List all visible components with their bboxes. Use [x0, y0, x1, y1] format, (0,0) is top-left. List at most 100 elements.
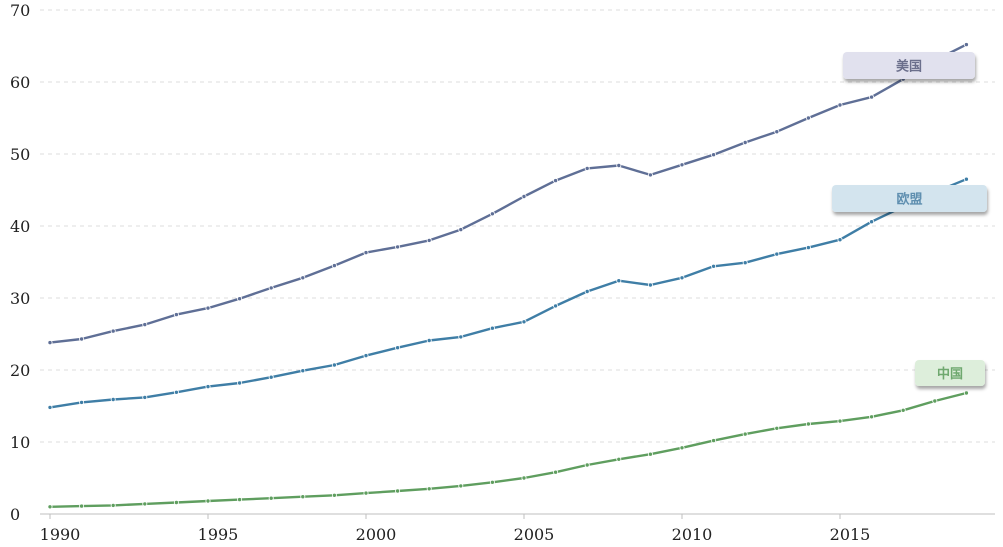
grid-lines [40, 9, 995, 443]
series-label-text: 中国 [937, 366, 963, 382]
data-point [205, 305, 211, 311]
data-point [173, 499, 179, 505]
x-tick-label: 2000 [356, 525, 397, 544]
data-point [553, 469, 559, 475]
data-point [426, 237, 432, 243]
data-point [142, 394, 148, 400]
series-label-box [915, 360, 985, 386]
data-point [647, 451, 653, 457]
x-tick-label: 1995 [198, 525, 239, 544]
data-point [837, 237, 843, 243]
data-point [805, 245, 811, 251]
data-point [711, 263, 717, 269]
data-point [142, 322, 148, 328]
data-point [742, 139, 748, 145]
series-line-0 [48, 43, 968, 344]
x-tick-label: 2015 [830, 525, 871, 544]
data-point [395, 244, 401, 250]
data-point [584, 462, 590, 468]
data-point [963, 390, 969, 396]
data-point [458, 334, 464, 340]
data-point [395, 345, 401, 351]
data-point [237, 296, 243, 302]
series-label-text: 美国 [896, 59, 922, 75]
data-point [173, 389, 179, 395]
data-point [331, 362, 337, 368]
y-tick-label: 60 [10, 73, 30, 92]
y-tick-label: 70 [10, 1, 30, 20]
data-point [679, 445, 685, 451]
data-point [553, 303, 559, 309]
data-point [805, 115, 811, 121]
data-point [142, 501, 148, 507]
series-label-box [832, 185, 987, 212]
data-point [774, 129, 780, 135]
y-tick-label: 30 [10, 289, 30, 308]
data-point [173, 312, 179, 318]
data-point [711, 438, 717, 444]
data-point [837, 102, 843, 108]
data-point [47, 340, 53, 346]
data-point [616, 278, 622, 284]
data-point [110, 396, 116, 402]
data-point [900, 407, 906, 413]
data-point [869, 219, 875, 225]
data-point [553, 178, 559, 184]
data-point [79, 503, 85, 509]
data-point [489, 211, 495, 217]
series-label-2: 中国 [915, 360, 985, 386]
data-point [963, 42, 969, 48]
data-point [521, 319, 527, 325]
data-point [426, 486, 432, 492]
data-point [331, 492, 337, 498]
data-point [237, 380, 243, 386]
data-point [363, 353, 369, 359]
data-point [395, 488, 401, 494]
y-tick-label: 10 [10, 433, 30, 452]
data-point [616, 162, 622, 168]
data-point [363, 490, 369, 496]
y-tick-label: 0 [10, 505, 20, 524]
x-tick-label: 2005 [514, 525, 555, 544]
data-point [869, 414, 875, 420]
data-point [458, 483, 464, 489]
data-point [489, 325, 495, 331]
data-point [205, 498, 211, 504]
data-point [805, 421, 811, 427]
data-point [268, 285, 274, 291]
y-tick-label: 50 [10, 145, 30, 164]
x-tick-label: 1990 [40, 525, 81, 544]
x-tick-label: 2010 [672, 525, 713, 544]
data-point [584, 165, 590, 171]
data-point [237, 497, 243, 503]
data-point [521, 193, 527, 199]
series-lines [47, 42, 969, 510]
y-tick-label: 20 [10, 361, 30, 380]
data-point [963, 176, 969, 182]
series-line-1 [48, 178, 968, 409]
series-line-2 [48, 391, 968, 508]
data-point [426, 337, 432, 343]
data-point [679, 162, 685, 168]
data-point [300, 494, 306, 500]
data-point [300, 368, 306, 374]
data-point [363, 250, 369, 256]
data-point [647, 172, 653, 178]
series-label-1: 欧盟 [832, 185, 987, 212]
series-label-box [843, 52, 975, 79]
data-point [331, 263, 337, 269]
data-point [711, 152, 717, 158]
data-point [837, 418, 843, 424]
data-point [584, 288, 590, 294]
data-point [79, 336, 85, 342]
data-point [647, 282, 653, 288]
data-point [110, 502, 116, 508]
data-point [932, 398, 938, 404]
series-label-text: 欧盟 [896, 192, 922, 208]
data-point [47, 404, 53, 410]
data-point [521, 475, 527, 481]
data-point [869, 94, 875, 100]
data-point [205, 384, 211, 390]
